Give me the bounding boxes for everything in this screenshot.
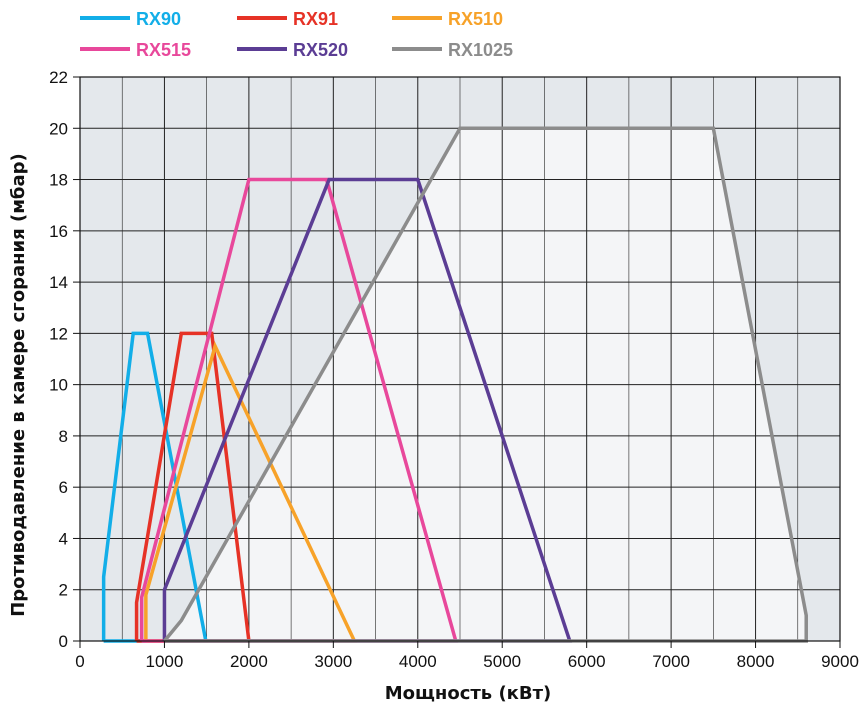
x-tick-label: 9000	[821, 652, 859, 671]
x-tick-label: 6000	[568, 652, 606, 671]
y-tick-label: 6	[59, 478, 68, 497]
legend-label-rx510: RX510	[448, 9, 503, 29]
y-tick-label: 20	[49, 119, 68, 138]
y-tick-label: 4	[59, 529, 68, 548]
x-tick-label: 5000	[483, 652, 521, 671]
x-tick-label: 4000	[399, 652, 437, 671]
y-tick-label: 18	[49, 171, 68, 190]
y-axis-title: Противодавление в камере сгорания (мбар)	[8, 153, 29, 617]
y-tick-label: 8	[59, 427, 68, 446]
legend-label-rx520: RX520	[293, 40, 348, 60]
legend-label-rx515: RX515	[136, 40, 191, 60]
y-tick-label: 12	[49, 324, 68, 343]
y-tick-label: 14	[49, 273, 68, 292]
x-tick-label: 8000	[737, 652, 775, 671]
legend-label-rx1025: RX1025	[448, 40, 513, 60]
x-tick-label: 3000	[314, 652, 352, 671]
x-axis-title: Мощность (кВт)	[385, 683, 552, 704]
y-tick-label: 16	[49, 222, 68, 241]
y-tick-label: 22	[49, 68, 68, 87]
x-tick-label: 7000	[652, 652, 690, 671]
y-tick-label: 2	[59, 581, 68, 600]
legend: RX90 RX91 RX510 RX515 RX520 RX1025	[80, 9, 513, 60]
x-tick-label: 1000	[146, 652, 184, 671]
plot-area	[79, 76, 841, 643]
x-tick-label: 2000	[230, 652, 268, 671]
legend-label-rx90: RX90	[136, 9, 181, 29]
legend-label-rx91: RX91	[293, 9, 338, 29]
y-tick-label: 10	[49, 376, 68, 395]
plot-frame	[79, 76, 841, 642]
axes: 0 1000 2000 3000 4000 5000 6000 7000 8000 9000 0 2 4…	[49, 68, 859, 671]
y-tick-label: 0	[59, 632, 68, 651]
x-tick-label: 0	[75, 652, 84, 671]
